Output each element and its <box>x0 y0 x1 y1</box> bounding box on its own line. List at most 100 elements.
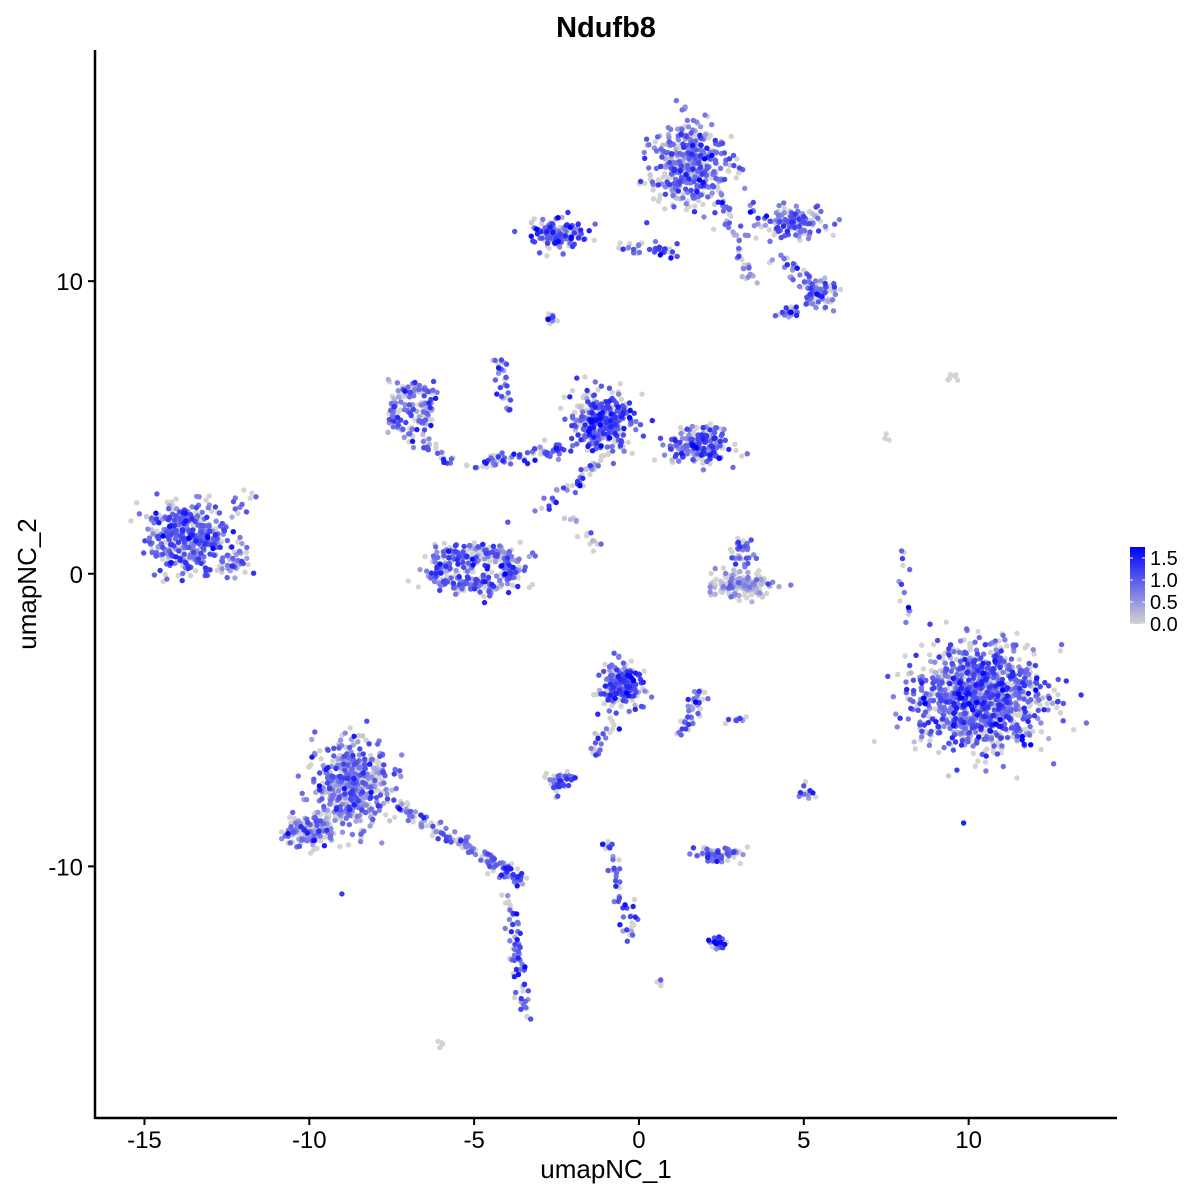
cell-point <box>329 773 335 779</box>
cell-point <box>434 549 440 555</box>
cell-point <box>998 735 1004 741</box>
cell-point <box>347 790 354 796</box>
cell-point <box>441 540 448 547</box>
cell-point <box>433 441 439 447</box>
cell-point <box>775 212 782 218</box>
cell-point <box>684 117 691 124</box>
cell-point <box>701 214 707 220</box>
cell-point <box>930 641 937 648</box>
cell-point <box>913 652 919 658</box>
cell-point <box>907 662 913 669</box>
cell-point <box>372 810 378 816</box>
cell-point <box>207 567 213 573</box>
cell-point <box>399 801 405 807</box>
cell-point <box>775 224 781 231</box>
cell-point <box>345 842 352 848</box>
cell-point <box>605 839 611 845</box>
cell-point <box>423 405 429 411</box>
cell-point <box>990 692 996 698</box>
cell-point <box>573 517 579 524</box>
cell-point <box>370 816 376 823</box>
cell-point <box>1071 727 1077 733</box>
cell-point <box>595 711 601 717</box>
cell-point <box>393 785 399 792</box>
cell-point <box>180 570 186 577</box>
cell-point <box>975 758 981 764</box>
cell-point <box>578 227 584 233</box>
cell-point <box>678 131 684 137</box>
cell-point <box>543 770 549 777</box>
cell-point <box>817 287 824 294</box>
cell-point <box>982 642 988 648</box>
cell-point <box>609 443 615 450</box>
cell-point <box>1026 713 1033 720</box>
cell-point <box>483 550 489 556</box>
cell-point <box>464 568 471 574</box>
cell-point <box>943 619 949 625</box>
cell-point <box>191 549 197 555</box>
cell-point <box>343 815 349 821</box>
cell-point <box>253 494 259 500</box>
cell-point <box>718 192 725 198</box>
cell-point <box>700 467 707 473</box>
cell-point <box>726 446 732 453</box>
cell-point <box>742 185 748 192</box>
cell-point <box>330 758 336 764</box>
cell-point <box>736 245 742 252</box>
cell-point <box>241 487 247 493</box>
cell-point <box>893 711 899 717</box>
cell-point <box>437 1044 443 1051</box>
cell-point <box>990 712 996 719</box>
cell-point <box>717 438 723 445</box>
cell-point <box>699 171 705 177</box>
cell-point <box>652 238 659 245</box>
cell-point <box>427 404 433 411</box>
cell-point <box>380 769 386 775</box>
cell-point <box>963 626 970 632</box>
cell-point <box>422 553 428 560</box>
cell-point <box>984 746 990 752</box>
cell-point <box>958 742 965 748</box>
cell-point <box>661 246 668 252</box>
cell-point <box>491 856 497 862</box>
cell-point <box>385 429 391 436</box>
cell-point <box>681 144 687 150</box>
cell-point <box>917 700 923 707</box>
cell-point <box>613 870 620 876</box>
cell-point <box>420 431 426 437</box>
cell-point <box>616 391 622 397</box>
cell-point <box>830 232 836 238</box>
cell-point <box>797 272 803 278</box>
cell-point <box>328 797 334 803</box>
cell-point <box>962 649 968 656</box>
cell-point <box>504 383 510 389</box>
cell-point <box>489 581 495 588</box>
cell-point <box>698 192 704 198</box>
cell-point <box>943 699 950 705</box>
chart-title: Ndufb8 <box>556 12 656 44</box>
cell-point <box>1013 685 1019 691</box>
cell-point <box>448 456 455 462</box>
cell-point <box>709 444 716 450</box>
cell-point <box>727 583 733 589</box>
cell-point <box>751 223 757 229</box>
cell-point <box>939 679 945 686</box>
cell-point <box>606 385 613 391</box>
cell-point <box>606 664 613 670</box>
cell-point <box>981 695 988 701</box>
cell-point <box>709 182 716 189</box>
cell-point <box>955 377 961 383</box>
cell-point <box>499 450 505 456</box>
cell-point <box>347 725 353 731</box>
cell-point <box>783 305 789 311</box>
cell-point <box>242 569 248 575</box>
cell-point <box>1022 645 1028 651</box>
cell-point <box>1001 721 1008 727</box>
cell-point <box>321 803 327 810</box>
cell-point <box>424 410 430 417</box>
cell-point <box>637 422 644 428</box>
cell-point <box>743 714 749 720</box>
cell-point <box>613 681 619 687</box>
cell-point <box>398 399 404 405</box>
cell-point <box>607 681 613 687</box>
